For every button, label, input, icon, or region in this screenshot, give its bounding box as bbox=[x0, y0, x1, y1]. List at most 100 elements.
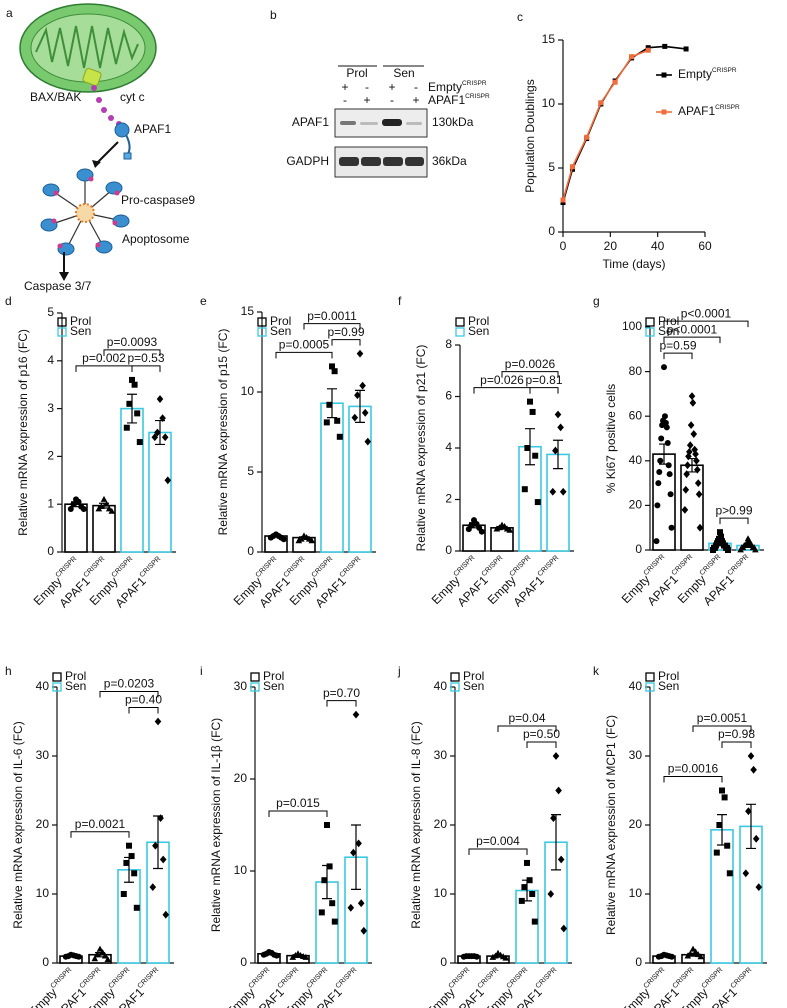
legend-swatch bbox=[57, 317, 67, 327]
data-point bbox=[752, 546, 759, 553]
diagram-label: APAF1 bbox=[134, 122, 171, 136]
data-point bbox=[162, 910, 170, 919]
data-point bbox=[329, 900, 336, 907]
x-tick-label: APAF1CRISPR bbox=[308, 966, 363, 1008]
y-tick-label: 60 bbox=[629, 408, 643, 422]
y-tick-label: 0 bbox=[548, 224, 555, 238]
diagram-label: BAX/BAK bbox=[30, 90, 81, 104]
annotation: p<0.0001 bbox=[681, 306, 732, 320]
data-point bbox=[659, 422, 666, 429]
data-point bbox=[531, 918, 538, 925]
data-point bbox=[149, 883, 157, 891]
y-axis-label: Relative mRNA expression of p15 (FC) bbox=[216, 329, 230, 536]
data-point bbox=[280, 536, 287, 543]
error-bar bbox=[553, 439, 563, 470]
legend-label: Sen bbox=[658, 324, 679, 338]
significance-bracket bbox=[501, 371, 559, 378]
y-tick-label: 4 bbox=[47, 353, 54, 367]
superscript: CRISPR bbox=[730, 966, 754, 990]
apaf1-icon bbox=[114, 122, 132, 160]
data-point bbox=[136, 439, 143, 446]
data-point bbox=[645, 47, 651, 53]
data-point bbox=[321, 877, 328, 884]
data-point bbox=[460, 953, 467, 960]
significance-bracket bbox=[331, 339, 361, 346]
superscript: CRISPR bbox=[283, 555, 307, 579]
panel-letter: d bbox=[5, 294, 12, 308]
data-point bbox=[668, 524, 675, 531]
y-tick-label: 1 bbox=[47, 496, 54, 510]
series-line bbox=[562, 49, 649, 201]
superscript: CRISPR bbox=[481, 554, 505, 578]
y-tick-label: 30 bbox=[434, 748, 448, 762]
data-point bbox=[710, 547, 716, 553]
superscript: CRISPR bbox=[248, 966, 272, 990]
y-axis-label: Relative mRNA expression of p16 (FC) bbox=[16, 329, 30, 536]
legend-swatch bbox=[257, 327, 267, 337]
significance-bracket bbox=[721, 741, 752, 748]
diagram-label: Caspase 3/7 bbox=[24, 279, 92, 293]
data-point bbox=[716, 822, 723, 828]
y-tick-label: 5 bbox=[247, 464, 254, 478]
data-point bbox=[80, 505, 87, 512]
band-size: 130kDa bbox=[432, 115, 474, 129]
y-axis-label: Population Doublings bbox=[523, 79, 537, 192]
data-point bbox=[70, 501, 77, 508]
data-point bbox=[598, 100, 604, 106]
annotation: p>0.99 bbox=[715, 503, 752, 517]
panel-letter: i bbox=[200, 664, 203, 678]
significance-bracket bbox=[663, 776, 723, 783]
data-point bbox=[478, 528, 485, 535]
legend-label: Prol bbox=[468, 314, 489, 328]
significance-bracket bbox=[75, 365, 133, 372]
y-tick-label: 40 bbox=[629, 679, 643, 693]
legend-swatch bbox=[455, 327, 465, 337]
data-point bbox=[331, 918, 338, 925]
legend-label: Prol bbox=[463, 669, 484, 683]
superscript: CRISPR bbox=[306, 966, 330, 990]
data-point bbox=[686, 441, 694, 450]
significance-bracket bbox=[692, 725, 752, 732]
group-label: Prol bbox=[346, 66, 367, 80]
diagram-label: cyt c bbox=[120, 90, 145, 104]
y-tick-label: 10 bbox=[542, 96, 556, 110]
superscript: CRISPR bbox=[111, 555, 135, 579]
y-axis-label: Relative mRNA expression of IL-6 (FC) bbox=[11, 721, 25, 928]
y-axis-label: Relative mRNA expression of p21 (FC) bbox=[414, 345, 428, 552]
data-point bbox=[355, 839, 362, 848]
bar bbox=[348, 405, 372, 553]
legend-swatch bbox=[645, 317, 655, 327]
x-tick-label: APAF1CRISPR bbox=[703, 966, 758, 1008]
legend-label: Prol bbox=[263, 669, 284, 683]
data-point bbox=[123, 859, 130, 866]
y-tick-label: 6 bbox=[445, 389, 452, 403]
data-point bbox=[655, 480, 662, 487]
data-point bbox=[164, 476, 172, 485]
sign: - bbox=[365, 80, 369, 94]
data-point bbox=[75, 498, 82, 505]
y-tick-label: 100 bbox=[622, 319, 642, 333]
significance-bracket bbox=[303, 323, 361, 330]
superscript: CRISPR bbox=[506, 966, 530, 990]
bar bbox=[148, 431, 172, 553]
data-point bbox=[668, 953, 675, 960]
data-point bbox=[324, 822, 330, 828]
y-tick-label: 0 bbox=[47, 544, 54, 558]
y-axis-label: Relative mRNA expression of MCP1 (FC) bbox=[604, 715, 618, 935]
data-point bbox=[465, 526, 472, 533]
data-point bbox=[154, 717, 162, 726]
data-point bbox=[360, 926, 368, 935]
y-tick-label: 20 bbox=[434, 817, 448, 831]
y-tick-label: 4 bbox=[445, 440, 452, 454]
band-label: APAF1 bbox=[292, 115, 329, 129]
data-point bbox=[665, 462, 672, 469]
data-point bbox=[694, 479, 702, 487]
sign: - bbox=[343, 93, 347, 107]
sign: + bbox=[388, 80, 395, 94]
bar bbox=[117, 869, 141, 964]
data-point bbox=[742, 869, 750, 878]
row-label: APAF1CRISPR bbox=[428, 93, 490, 107]
data-point bbox=[493, 525, 501, 532]
panel-letter: h bbox=[5, 664, 12, 678]
data-point bbox=[361, 408, 369, 417]
